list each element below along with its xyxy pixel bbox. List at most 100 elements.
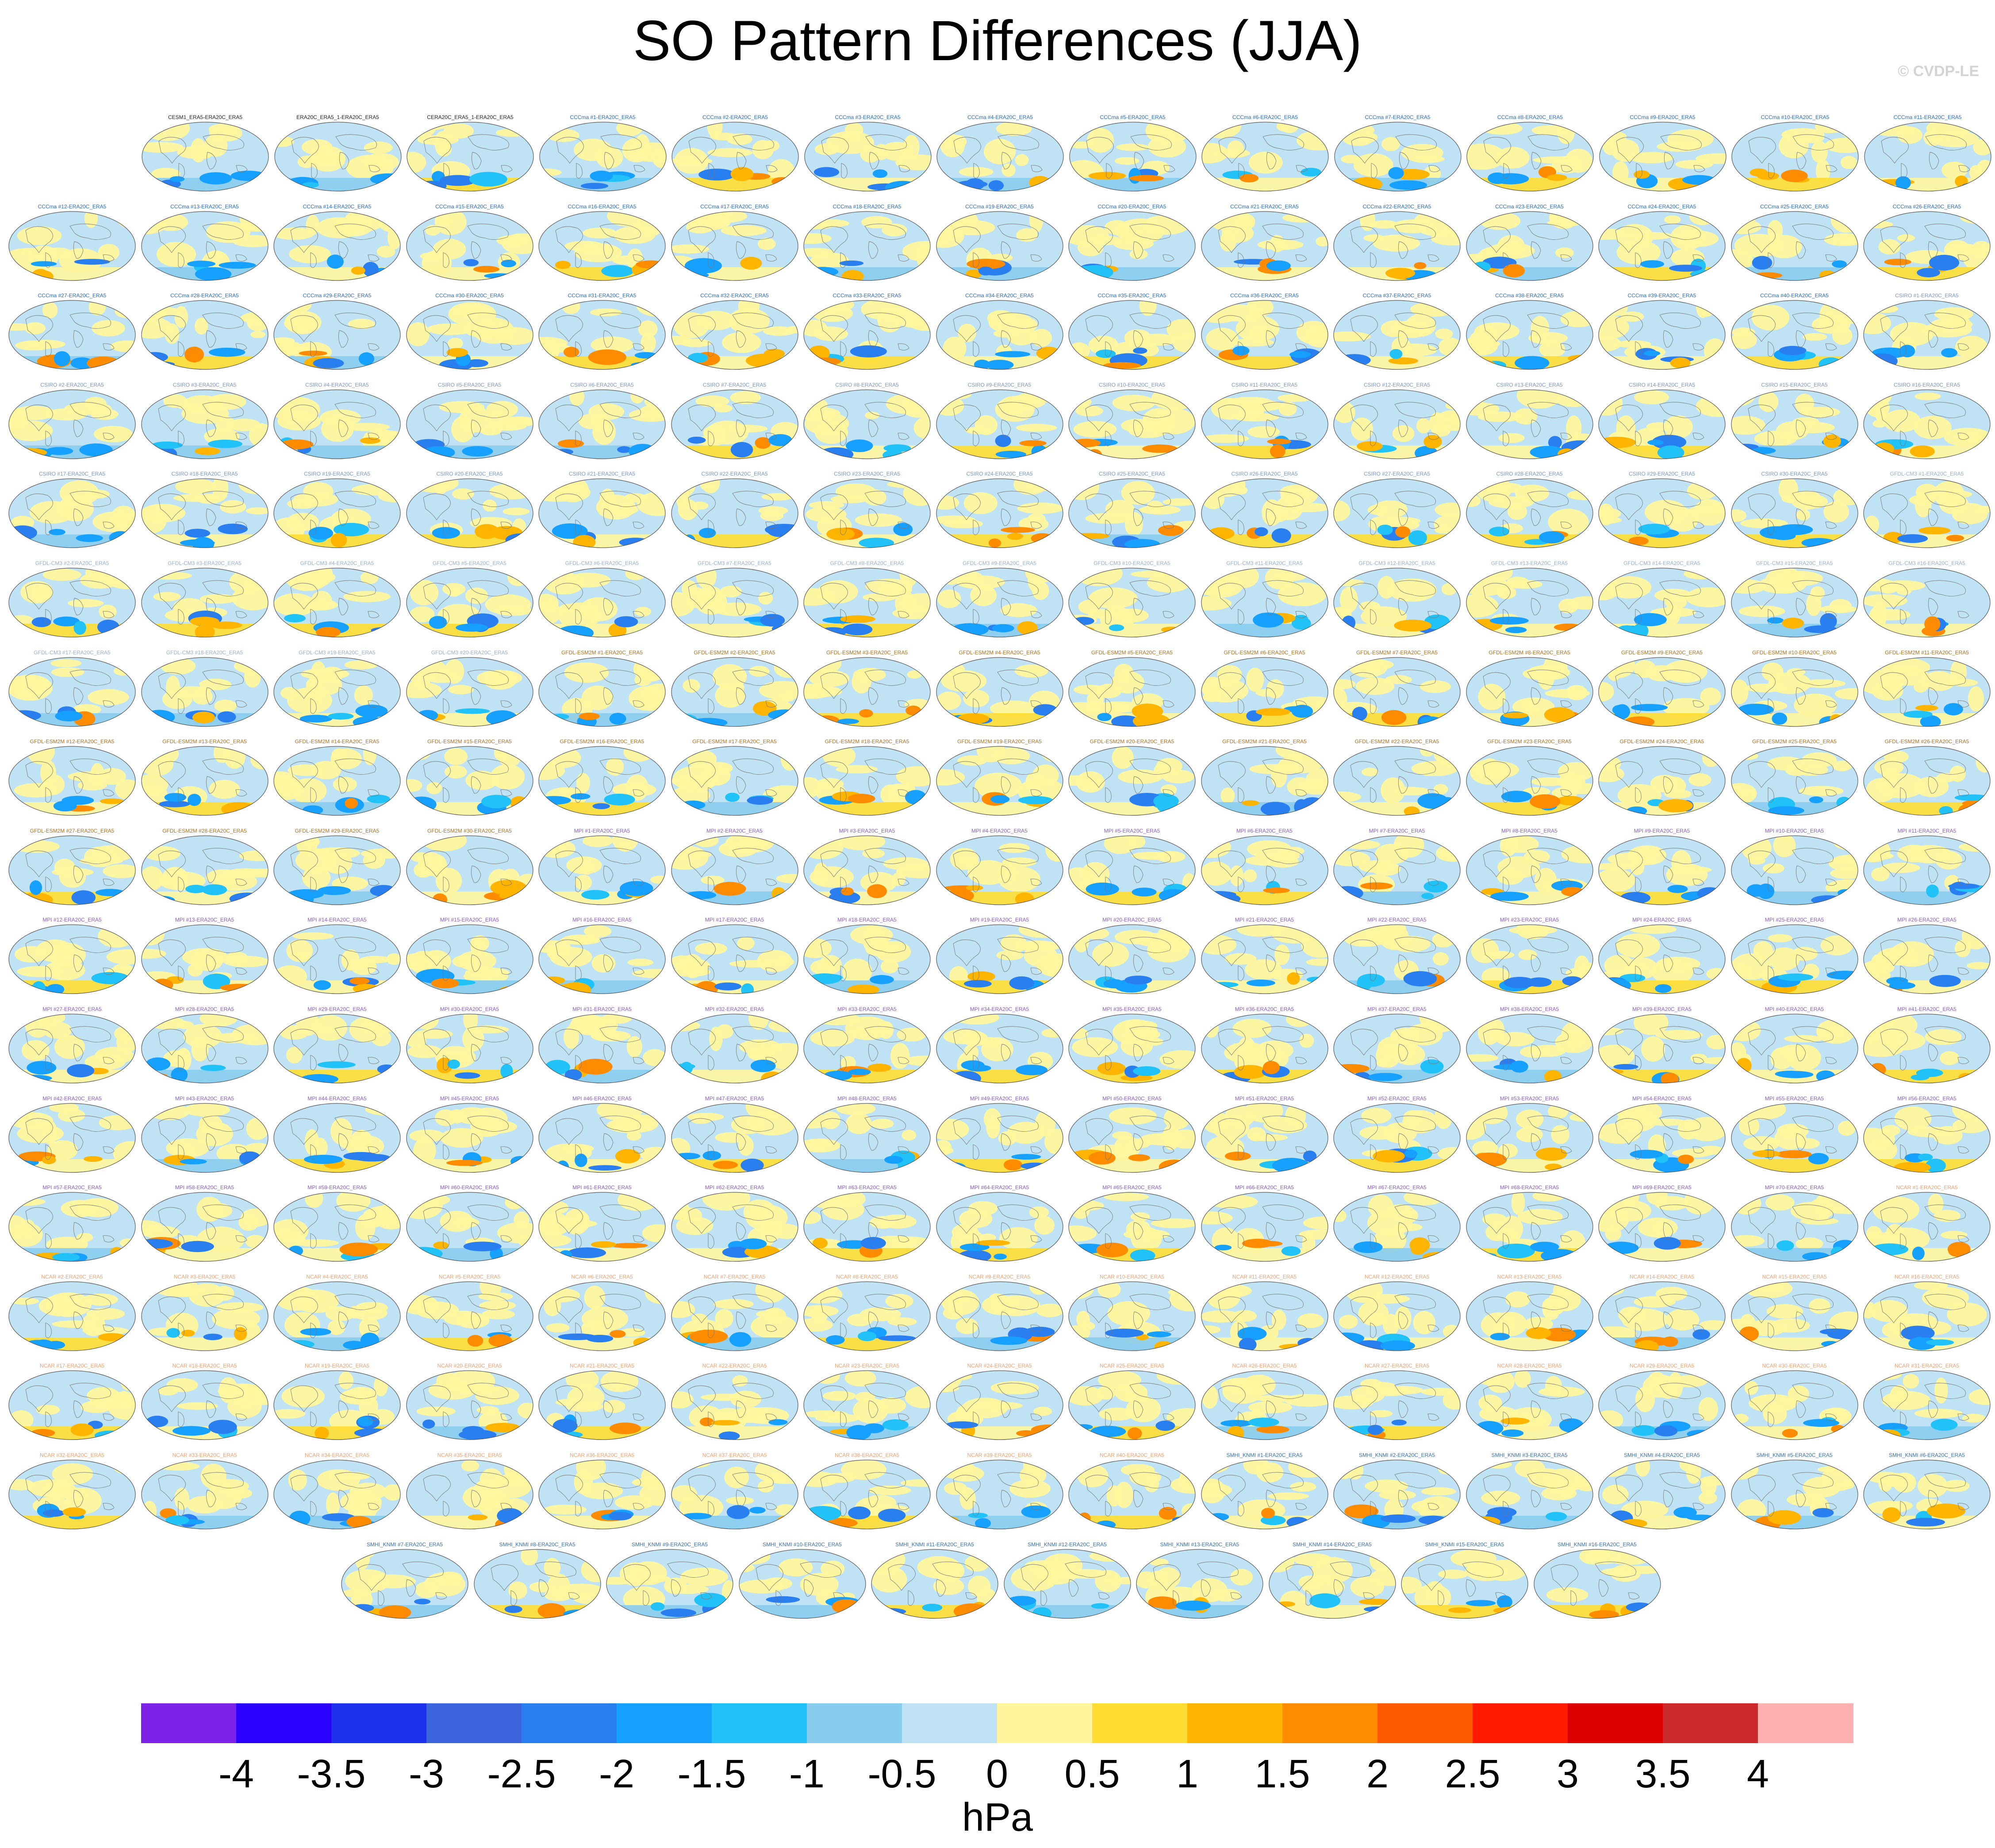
map-panel-label: GFDL-CM3 #6-ERA20C_ERA5: [565, 560, 639, 566]
map-panel-globe: [1730, 1370, 1858, 1440]
map-panel: GFDL-CM3 #17-ERA20C_ERA5: [8, 649, 136, 729]
map-panel: CCCma #36-ERA20C_ERA5: [1201, 292, 1329, 372]
map-panel-globe: [273, 300, 401, 370]
map-panel-label: GFDL-CM3 #7-ERA20C_ERA5: [698, 560, 771, 566]
map-panel-label: GFDL-ESM2M #26-ERA20C_ERA5: [1884, 738, 1969, 745]
map-panel-globe: [406, 657, 533, 727]
map-panel-label: CCCma #27-ERA20C_ERA5: [38, 292, 107, 299]
map-panel-label: CCCma #31-ERA20C_ERA5: [568, 292, 637, 299]
map-panel-globe: [406, 1103, 533, 1173]
map-panel: MPI #13-ERA20C_ERA5: [141, 917, 269, 996]
map-panel: NCAR #7-ERA20C_ERA5: [671, 1274, 799, 1353]
map-panel: GFDL-ESM2M #14-ERA20C_ERA5: [273, 738, 401, 818]
map-panel: CCCma #9-ERA20C_ERA5: [1599, 114, 1727, 194]
map-panel-label: CSIRO #16-ERA20C_ERA5: [1893, 381, 1960, 388]
colorbar-box: [1568, 1703, 1663, 1743]
map-panel-label: NCAR #23-ERA20C_ERA5: [834, 1363, 900, 1369]
map-panel-globe: [273, 389, 401, 459]
map-panel: GFDL-ESM2M #13-ERA20C_ERA5: [141, 738, 269, 818]
map-panel: MPI #51-ERA20C_ERA5: [1201, 1095, 1329, 1175]
map-panel-label: CSIRO #22-ERA20C_ERA5: [701, 471, 768, 477]
map-panel-globe: [1730, 478, 1858, 548]
colorbar-box: [1282, 1703, 1378, 1743]
map-panel-globe: [273, 211, 401, 281]
map-panel-label: GFDL-CM3 #16-ERA20C_ERA5: [1888, 560, 1965, 566]
map-panel: GFDL-ESM2M #11-ERA20C_ERA5: [1863, 649, 1991, 729]
map-panel-label: NCAR #13-ERA20C_ERA5: [1497, 1273, 1562, 1280]
map-panel-globe: [1136, 1548, 1263, 1619]
map-panel: MPI #39-ERA20C_ERA5: [1598, 1006, 1726, 1086]
map-panel-globe: [1201, 746, 1328, 816]
map-panel-globe: [1466, 1192, 1593, 1262]
map-panel-globe: [1466, 746, 1593, 816]
map-panel: GFDL-ESM2M #22-ERA20C_ERA5: [1333, 738, 1461, 818]
map-panel-globe: [273, 1103, 401, 1173]
map-panel-label: NCAR #3-ERA20C_ERA5: [173, 1273, 236, 1280]
map-panel-globe: [8, 1014, 136, 1083]
map-panel: NCAR #19-ERA20C_ERA5: [273, 1363, 401, 1442]
map-panel-label: MPI #1-ERA20C_ERA5: [574, 827, 630, 834]
map-panel-label: GFDL-CM3 #18-ERA20C_ERA5: [166, 649, 243, 656]
map-panel-label: GFDL-CM3 #17-ERA20C_ERA5: [34, 649, 111, 656]
map-panel-label: NCAR #36-ERA20C_ERA5: [569, 1452, 635, 1458]
map-panel-globe: [8, 211, 136, 281]
colorbar-box: [236, 1703, 332, 1743]
map-panel-globe: [1068, 924, 1196, 994]
map-panel: CCCma #24-ERA20C_ERA5: [1598, 204, 1726, 283]
map-panel-globe: [406, 211, 533, 281]
map-panel-label: NCAR #35-ERA20C_ERA5: [437, 1452, 502, 1458]
map-panel: CCCma #6-ERA20C_ERA5: [1201, 114, 1329, 194]
map-panel-label: GFDL-ESM2M #6-ERA20C_ERA5: [1224, 649, 1305, 656]
map-panel-globe: [538, 835, 666, 905]
map-panel-label: MPI #60-ERA20C_ERA5: [440, 1184, 499, 1191]
map-panel-label: GFDL-CM3 #20-ERA20C_ERA5: [431, 649, 508, 656]
map-panel-globe: [406, 1192, 533, 1262]
map-panel: CCCma #25-ERA20C_ERA5: [1730, 204, 1859, 283]
map-panel: MPI #32-ERA20C_ERA5: [671, 1006, 799, 1086]
map-panel: GFDL-CM3 #10-ERA20C_ERA5: [1068, 560, 1196, 640]
map-panel: NCAR #26-ERA20C_ERA5: [1201, 1363, 1329, 1442]
map-panel: NCAR #3-ERA20C_ERA5: [141, 1274, 269, 1353]
map-panel-globe: [803, 1103, 931, 1173]
map-panel-globe: [1466, 1460, 1593, 1529]
map-panel-label: CSIRO #23-ERA20C_ERA5: [833, 471, 901, 477]
map-panel-label: MPI #26-ERA20C_ERA5: [1897, 917, 1957, 923]
colorbar-box: [1187, 1703, 1283, 1743]
map-panel: MPI #31-ERA20C_ERA5: [538, 1006, 666, 1086]
map-panel: GFDL-ESM2M #21-ERA20C_ERA5: [1201, 738, 1329, 818]
map-panel: MPI #4-ERA20C_ERA5: [936, 828, 1064, 907]
map-panel-label: GFDL-ESM2M #29-ERA20C_ERA5: [295, 827, 380, 834]
map-panel-label: NCAR #17-ERA20C_ERA5: [39, 1363, 105, 1369]
map-panel: MPI #64-ERA20C_ERA5: [936, 1184, 1064, 1264]
map-panel-label: MPI #18-ERA20C_ERA5: [837, 917, 897, 923]
map-panel-globe: [936, 1460, 1063, 1529]
map-panel-globe: [1863, 1370, 1991, 1440]
map-panel-label: MPI #39-ERA20C_ERA5: [1632, 1006, 1692, 1012]
map-panel-globe: [538, 924, 666, 994]
map-panel-label: MPI #50-ERA20C_ERA5: [1102, 1095, 1162, 1102]
map-panel-globe: [804, 122, 932, 192]
map-panel: SMHI_KNMI #5-ERA20C_ERA5: [1730, 1452, 1859, 1532]
map-panel-label: GFDL-ESM2M #21-ERA20C_ERA5: [1222, 738, 1307, 745]
map-panel-label: CCCma #18-ERA20C_ERA5: [833, 203, 902, 210]
map-panel: MPI #63-ERA20C_ERA5: [803, 1184, 931, 1264]
map-panel: SMHI_KNMI #4-ERA20C_ERA5: [1598, 1452, 1726, 1532]
map-panel-label: CCCma #37-ERA20C_ERA5: [1362, 292, 1431, 299]
map-panel: MPI #35-ERA20C_ERA5: [1068, 1006, 1196, 1086]
map-panel-label: NCAR #18-ERA20C_ERA5: [172, 1363, 237, 1369]
map-panel-globe: [803, 1281, 931, 1351]
map-panel: CSIRO #24-ERA20C_ERA5: [936, 471, 1064, 550]
map-panel-globe: [406, 835, 533, 905]
map-panel-label: SMHI_KNMI #12-ERA20C_ERA5: [1028, 1541, 1107, 1548]
map-panel-label: NCAR #32-ERA20C_ERA5: [39, 1452, 105, 1458]
map-panel: NCAR #5-ERA20C_ERA5: [406, 1274, 534, 1353]
map-panel-globe: [538, 1370, 666, 1440]
map-panel: GFDL-ESM2M #12-ERA20C_ERA5: [8, 738, 136, 818]
map-panel: GFDL-ESM2M #4-ERA20C_ERA5: [936, 649, 1064, 729]
map-panel-label: GFDL-ESM2M #14-ERA20C_ERA5: [295, 738, 380, 745]
map-panel-globe: [803, 924, 931, 994]
map-panel-label: GFDL-ESM2M #19-ERA20C_ERA5: [957, 738, 1042, 745]
map-panel-globe: [1466, 568, 1593, 638]
map-panel: NCAR #22-ERA20C_ERA5: [671, 1363, 799, 1442]
map-panel-label: GFDL-ESM2M #17-ERA20C_ERA5: [692, 738, 777, 745]
